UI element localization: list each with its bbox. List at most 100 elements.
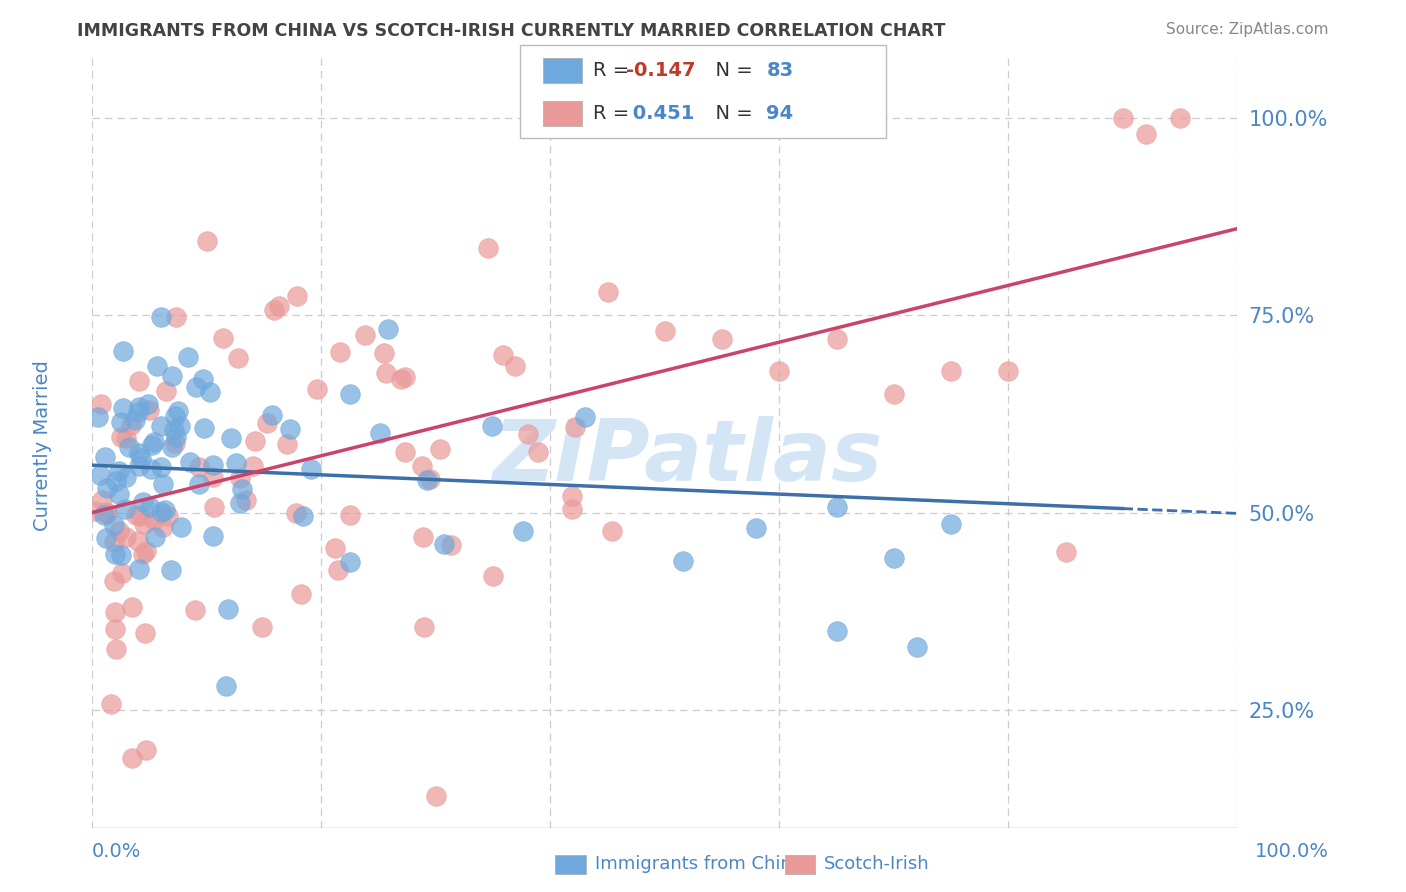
Point: [96, 481, 118, 495]
Point: [128, 446, 150, 460]
Point: [353, 328, 375, 343]
Point: [285, 506, 308, 520]
Point: [250, 620, 273, 634]
Point: [149, 505, 172, 519]
Point: [516, 426, 538, 441]
Point: [561, 489, 583, 503]
Point: [136, 397, 159, 411]
Point: [138, 402, 160, 417]
Point: [269, 299, 291, 313]
Point: [202, 470, 225, 484]
Text: Immigrants from China: Immigrants from China: [595, 855, 803, 873]
Point: [143, 531, 166, 545]
Point: [146, 359, 169, 373]
Point: [107, 524, 129, 539]
Point: [512, 524, 534, 539]
Point: [278, 422, 301, 436]
Point: [157, 508, 180, 523]
Text: ZIPatlas: ZIPatlas: [492, 416, 883, 499]
Point: [242, 458, 264, 473]
Point: [883, 387, 905, 401]
Point: [128, 400, 150, 414]
Text: 83: 83: [766, 61, 793, 80]
Point: [103, 518, 125, 533]
Point: [299, 462, 322, 476]
Point: [939, 363, 962, 377]
Point: [153, 503, 176, 517]
Point: [141, 462, 163, 476]
Point: [374, 366, 396, 380]
Point: [107, 486, 129, 500]
Text: R =: R =: [593, 61, 636, 80]
Point: [110, 415, 132, 429]
Point: [225, 456, 247, 470]
Point: [103, 535, 125, 549]
Point: [389, 371, 412, 385]
Point: [103, 547, 125, 561]
Point: [165, 310, 187, 324]
Point: [305, 383, 328, 397]
Point: [711, 332, 734, 346]
Point: [104, 622, 127, 636]
Point: [111, 401, 134, 415]
Point: [202, 458, 225, 473]
Point: [121, 751, 143, 765]
Point: [187, 477, 209, 491]
Text: 100.0%: 100.0%: [1254, 842, 1329, 862]
Point: [149, 459, 172, 474]
Point: [170, 520, 193, 534]
Point: [124, 413, 146, 427]
Point: [186, 380, 208, 394]
Point: [1135, 127, 1157, 141]
Point: [939, 517, 962, 532]
Point: [285, 289, 308, 303]
Point: [394, 445, 416, 459]
Point: [564, 420, 586, 434]
Point: [84, 503, 107, 517]
Point: [128, 459, 150, 474]
Point: [440, 538, 463, 552]
Point: [1112, 112, 1135, 126]
Point: [134, 625, 156, 640]
Point: [503, 359, 526, 373]
Point: [115, 431, 138, 445]
Point: [104, 642, 127, 657]
Point: [228, 471, 250, 485]
Point: [339, 387, 361, 401]
Point: [135, 544, 157, 558]
Point: [191, 372, 214, 386]
Point: [195, 234, 218, 248]
Text: Scotch-Irish: Scotch-Irish: [824, 855, 929, 873]
Point: [368, 425, 391, 440]
Point: [114, 502, 136, 516]
Point: [187, 460, 209, 475]
Point: [482, 568, 505, 582]
Point: [131, 450, 153, 465]
Point: [155, 384, 177, 398]
Point: [89, 467, 111, 482]
Point: [394, 369, 416, 384]
Point: [103, 574, 125, 588]
Point: [413, 620, 436, 634]
Point: [263, 302, 285, 317]
Point: [1054, 545, 1077, 559]
Point: [291, 508, 314, 523]
Point: [215, 679, 238, 693]
Point: [433, 537, 456, 551]
Point: [373, 345, 395, 359]
Point: [132, 547, 155, 561]
Point: [825, 332, 848, 346]
Point: [477, 242, 499, 256]
Point: [768, 363, 790, 377]
Point: [143, 513, 166, 527]
Point: [115, 529, 138, 543]
Text: -0.147: -0.147: [626, 61, 695, 80]
Point: [125, 508, 148, 523]
Point: [100, 697, 122, 711]
Point: [416, 473, 439, 487]
Point: [110, 430, 132, 444]
Point: [825, 500, 848, 514]
Point: [128, 374, 150, 388]
Point: [412, 530, 434, 544]
Point: [135, 743, 157, 757]
